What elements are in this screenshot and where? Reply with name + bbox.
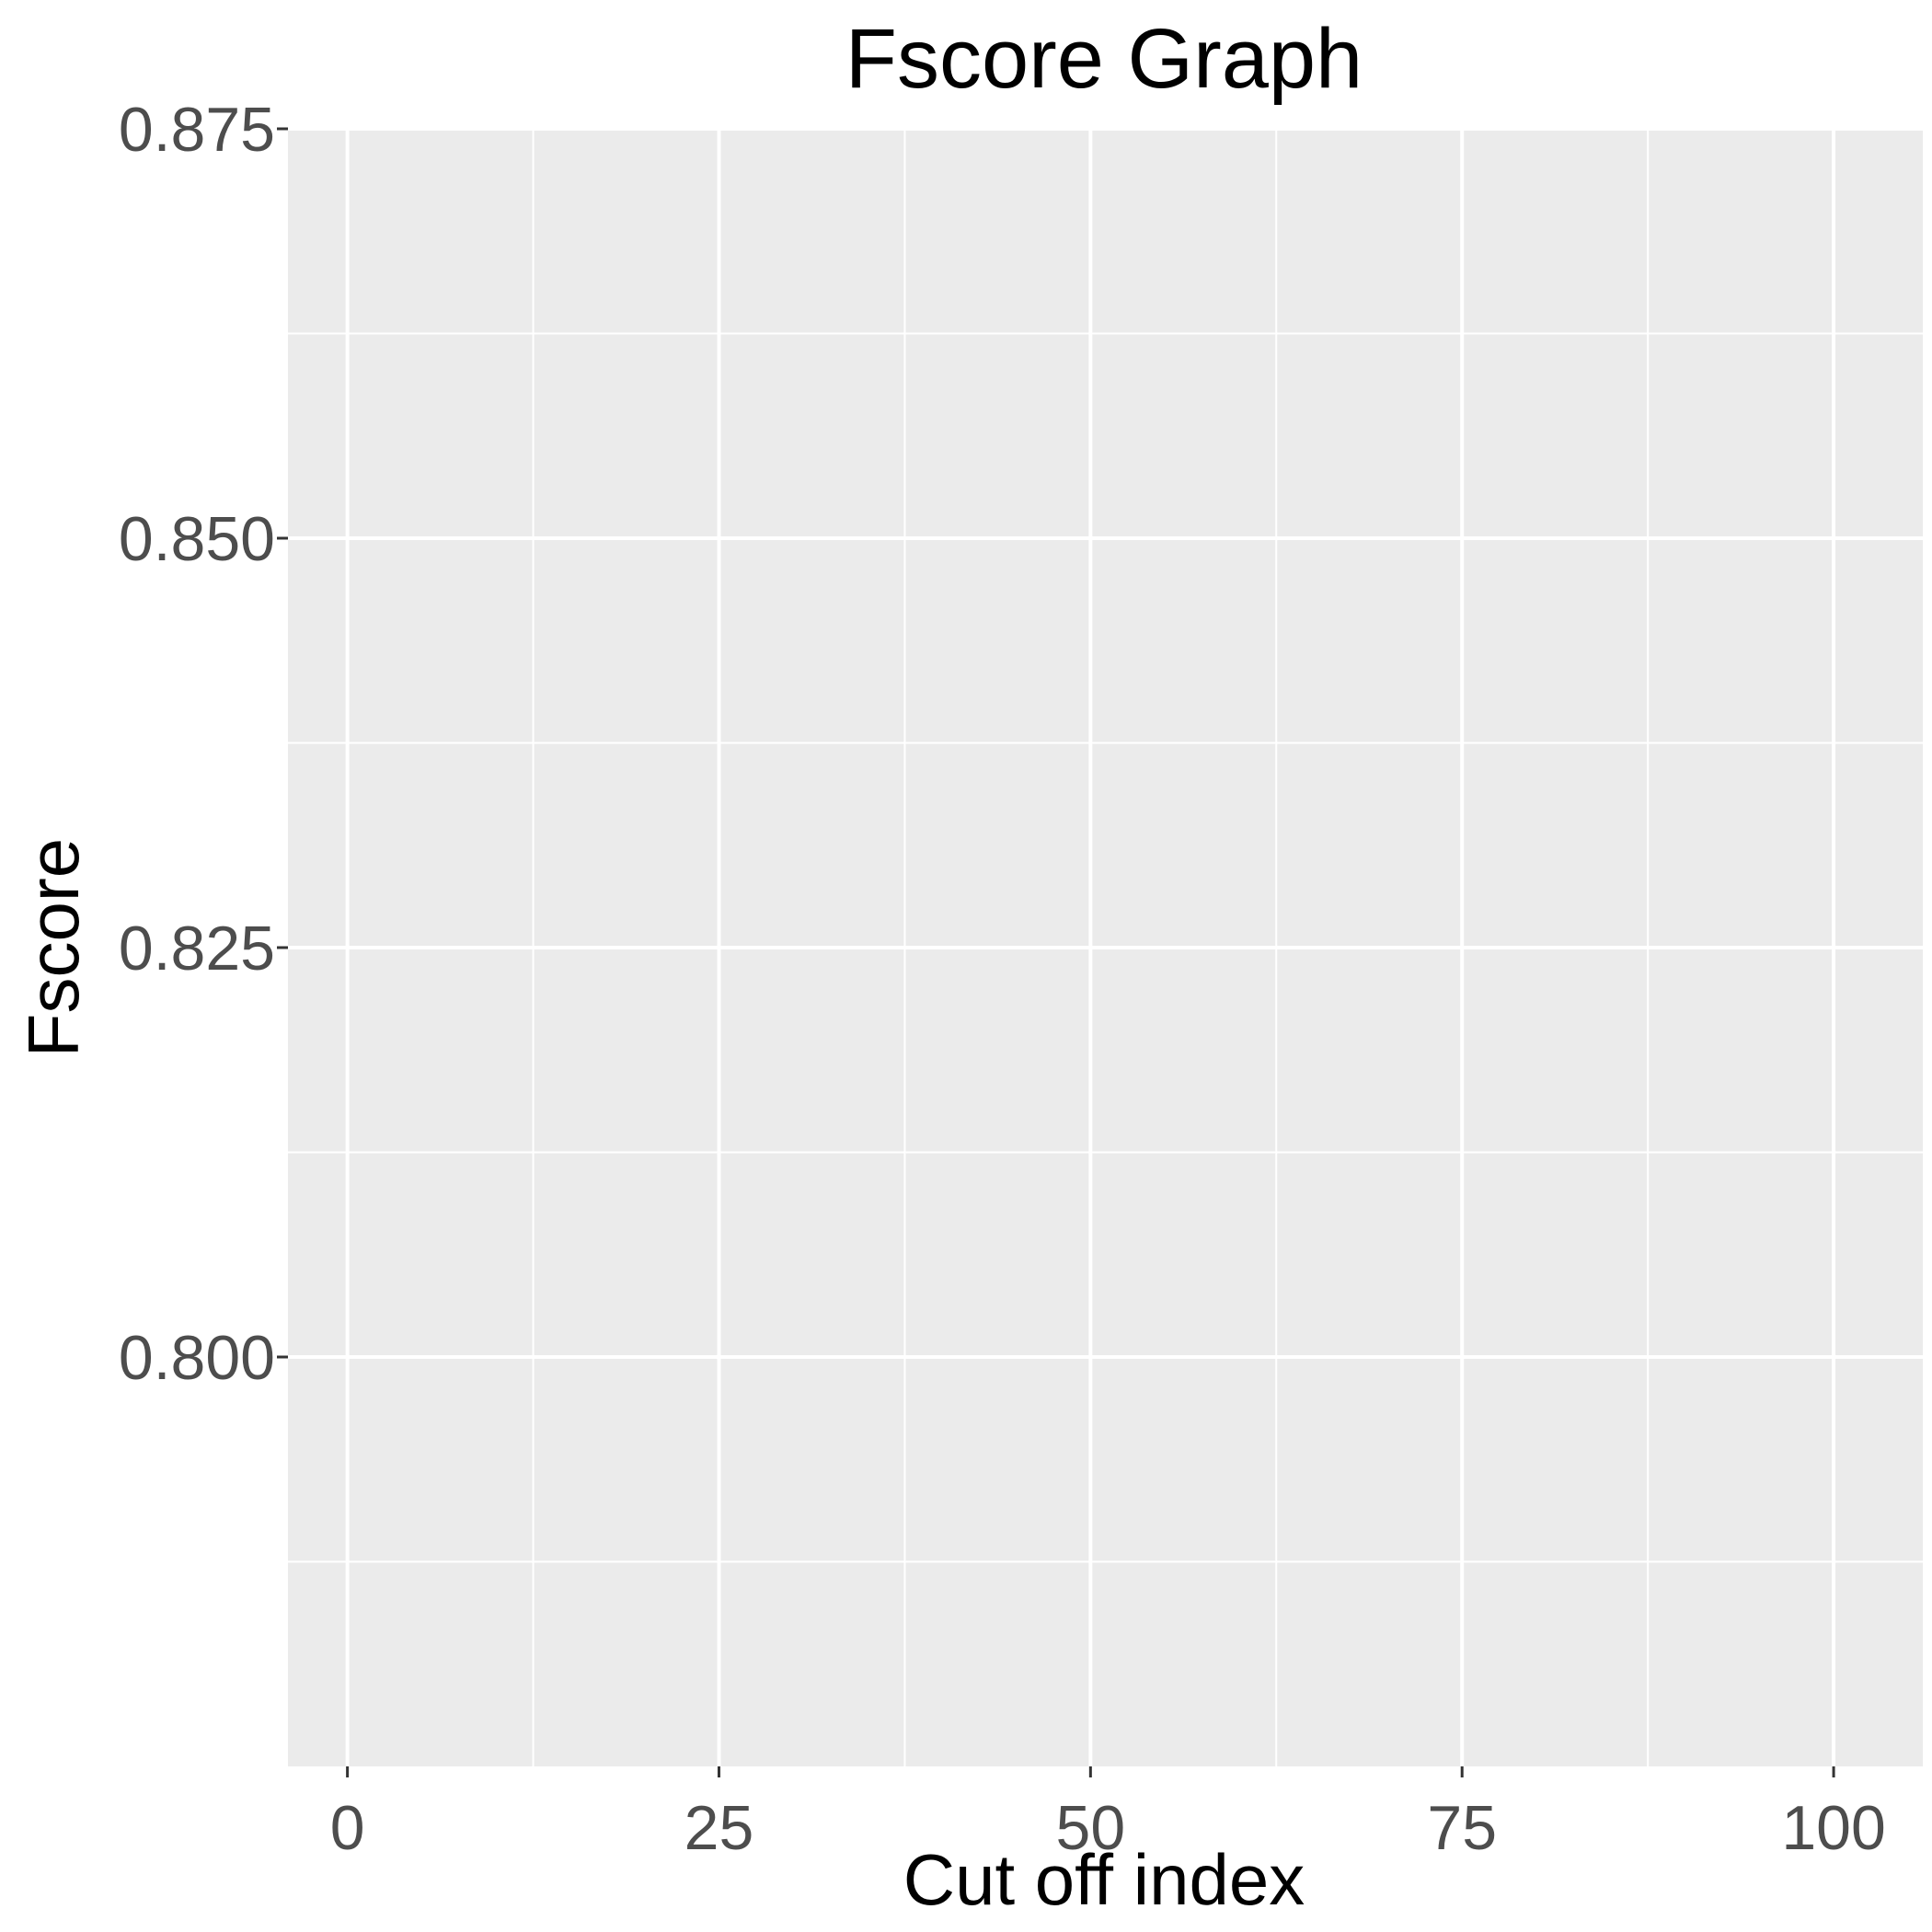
chart-title: Fscore Graph	[845, 12, 1363, 106]
x-tick-label: 25	[684, 1793, 754, 1863]
y-axis-label: Fscore	[13, 838, 94, 1057]
x-tick-label: 50	[1056, 1793, 1126, 1863]
x-axis-label: Cut off index	[903, 1839, 1305, 1920]
major-gridlines	[288, 127, 1923, 1766]
y-tick-label: 0.850	[119, 504, 275, 574]
x-tick-label: 0	[330, 1793, 365, 1863]
x-tick-label: 100	[1781, 1793, 1885, 1863]
x-axis-tick-labels: 0 25 50 75 100	[330, 1793, 1886, 1863]
y-tick-label: 0.800	[119, 1323, 275, 1393]
y-axis-tick-labels: 0.800 0.825 0.850 0.875	[119, 95, 275, 1393]
x-tick-label: 75	[1427, 1793, 1497, 1863]
y-tick-label: 0.875	[119, 95, 275, 165]
y-tick-label: 0.825	[119, 914, 275, 983]
axis-ticks	[277, 127, 1835, 1777]
